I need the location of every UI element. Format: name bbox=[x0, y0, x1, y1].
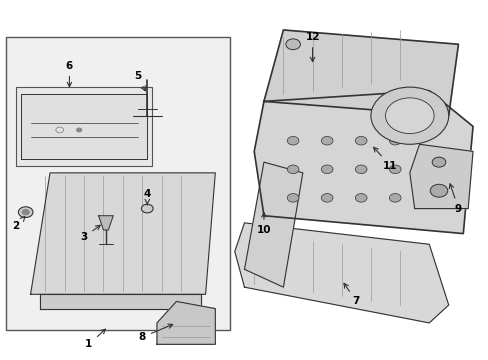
Circle shape bbox=[77, 128, 81, 132]
Circle shape bbox=[321, 136, 332, 145]
Polygon shape bbox=[99, 216, 113, 230]
Circle shape bbox=[355, 194, 366, 202]
Circle shape bbox=[287, 165, 298, 174]
Polygon shape bbox=[264, 30, 458, 116]
Polygon shape bbox=[244, 162, 302, 287]
Circle shape bbox=[141, 204, 153, 213]
Text: 7: 7 bbox=[343, 283, 359, 306]
Circle shape bbox=[355, 136, 366, 145]
Text: 12: 12 bbox=[305, 32, 319, 62]
Circle shape bbox=[321, 194, 332, 202]
Text: 5: 5 bbox=[134, 71, 145, 91]
Text: 8: 8 bbox=[139, 324, 172, 342]
Text: 3: 3 bbox=[80, 225, 100, 242]
Text: 1: 1 bbox=[85, 329, 105, 349]
Polygon shape bbox=[234, 223, 448, 323]
Text: 9: 9 bbox=[448, 184, 461, 213]
Circle shape bbox=[388, 136, 400, 145]
Polygon shape bbox=[409, 144, 472, 208]
Circle shape bbox=[287, 136, 298, 145]
Polygon shape bbox=[254, 91, 472, 234]
FancyBboxPatch shape bbox=[6, 37, 229, 330]
FancyBboxPatch shape bbox=[16, 87, 152, 166]
Polygon shape bbox=[21, 94, 147, 158]
Circle shape bbox=[388, 165, 400, 174]
Circle shape bbox=[370, 87, 448, 144]
Circle shape bbox=[431, 157, 445, 167]
Text: 10: 10 bbox=[256, 213, 271, 235]
Circle shape bbox=[321, 165, 332, 174]
Text: 6: 6 bbox=[66, 61, 73, 87]
Circle shape bbox=[19, 207, 33, 217]
Circle shape bbox=[385, 98, 433, 134]
Circle shape bbox=[285, 39, 300, 50]
Circle shape bbox=[388, 194, 400, 202]
Circle shape bbox=[355, 165, 366, 174]
Text: 2: 2 bbox=[12, 217, 25, 231]
Text: 11: 11 bbox=[373, 147, 397, 171]
Circle shape bbox=[429, 184, 447, 197]
Circle shape bbox=[287, 194, 298, 202]
Circle shape bbox=[22, 210, 29, 215]
Text: 4: 4 bbox=[143, 189, 151, 205]
Polygon shape bbox=[40, 294, 201, 309]
Polygon shape bbox=[157, 301, 215, 344]
Polygon shape bbox=[30, 173, 215, 294]
